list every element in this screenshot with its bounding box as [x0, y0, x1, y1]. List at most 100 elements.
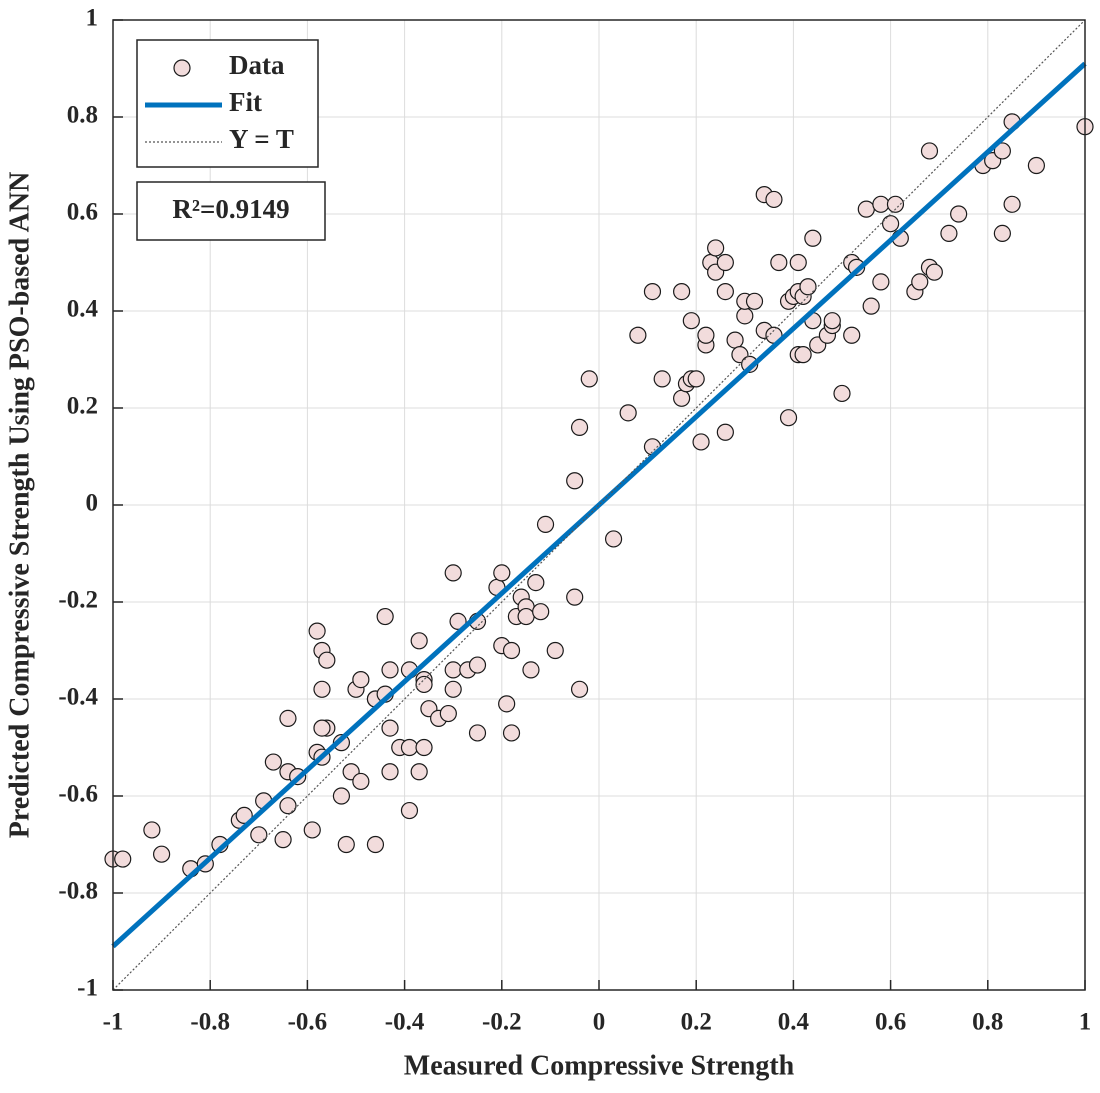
- reference-line: [112, 19, 1086, 991]
- data-point: [673, 389, 691, 407]
- data-point: [857, 200, 875, 218]
- data-point: [415, 675, 433, 694]
- data-point: [653, 370, 671, 388]
- data-point: [1027, 156, 1046, 175]
- data-point: [502, 641, 521, 660]
- data-point: [872, 273, 890, 291]
- y-tick-label: 0.6: [67, 199, 98, 226]
- x-tick-label: 0: [593, 1009, 606, 1036]
- data-point: [843, 326, 861, 344]
- data-point: [570, 680, 589, 698]
- y-tick-label: -0.4: [58, 684, 98, 711]
- data-point: [920, 142, 939, 160]
- data-point: [886, 195, 905, 213]
- data-point: [546, 641, 564, 660]
- data-point: [410, 763, 428, 781]
- y-axis-label: Predicted Compressive Strength Using PSO…: [4, 172, 35, 839]
- x-tick-label: 0.4: [778, 1009, 810, 1036]
- data-point: [911, 273, 929, 291]
- y-tick-label: 0.2: [67, 393, 98, 420]
- data-point: [833, 384, 851, 403]
- data-point: [566, 472, 584, 490]
- data-point: [881, 215, 900, 233]
- data-point: [862, 297, 880, 315]
- y-tick-label: 0.8: [67, 102, 98, 129]
- x-tick-label: 0.8: [972, 1009, 1003, 1036]
- data-point: [741, 355, 759, 373]
- data-point: [692, 433, 710, 451]
- data-point: [1003, 195, 1021, 213]
- x-tick-label: 0.2: [681, 1009, 712, 1036]
- x-tick-label: -1: [103, 1009, 124, 1036]
- data-point: [527, 573, 545, 592]
- data-point: [697, 326, 715, 344]
- data-point: [376, 607, 394, 626]
- fit-line: [111, 61, 1087, 949]
- data-point: [794, 346, 812, 364]
- data-point: [716, 423, 734, 441]
- annotation: R²=0.9149: [172, 194, 289, 224]
- y-tick-label: 1: [86, 5, 99, 32]
- data-point: [745, 292, 764, 310]
- data-point: [604, 530, 623, 548]
- data-point: [444, 680, 462, 698]
- data-point: [415, 738, 433, 757]
- data-point: [799, 278, 817, 296]
- data-point: [993, 142, 1011, 160]
- data-point: [950, 205, 968, 223]
- data-point: [682, 312, 700, 330]
- data-point: [643, 283, 662, 301]
- data-point: [279, 709, 297, 728]
- x-tick-label: -0.4: [385, 1009, 425, 1036]
- data-point: [687, 370, 705, 388]
- data-point: [352, 670, 370, 689]
- data-point: [337, 835, 355, 854]
- legend-marker: [173, 59, 191, 77]
- data-point: [114, 850, 132, 868]
- data-point: [352, 772, 370, 791]
- data-point: [517, 607, 535, 626]
- x-tick-label: 0.6: [875, 1009, 906, 1036]
- data-point: [940, 224, 958, 242]
- data-point: [707, 239, 725, 257]
- data-point: [303, 821, 321, 839]
- data-point: [381, 661, 399, 679]
- data-point: [726, 331, 744, 349]
- data-point: [274, 831, 292, 849]
- data-point: [444, 564, 462, 582]
- data-point: [629, 326, 647, 344]
- legend-label: Y = T: [229, 124, 294, 154]
- data-point: [716, 253, 734, 272]
- data-point: [400, 801, 419, 820]
- data-point: [318, 651, 336, 669]
- legend-label: Data: [229, 50, 285, 80]
- data-point: [332, 787, 351, 805]
- y-tick-label: 0.4: [67, 296, 99, 323]
- data-point: [993, 224, 1011, 242]
- data-point: [313, 680, 331, 698]
- data-point: [468, 724, 487, 742]
- data-point: [779, 409, 798, 427]
- data-point: [381, 719, 399, 737]
- y-tick-label: -0.8: [58, 878, 98, 905]
- data-point: [532, 603, 550, 621]
- annotation-box: [136, 181, 326, 241]
- data-point: [449, 612, 467, 631]
- data-point: [673, 283, 691, 301]
- data-point: [250, 826, 268, 844]
- data-point: [619, 404, 637, 422]
- data-point: [381, 763, 399, 781]
- y-tick-label: -1: [77, 975, 98, 1002]
- data-point: [570, 418, 589, 436]
- data-point: [493, 564, 511, 582]
- data-point: [439, 704, 457, 723]
- x-tick-label: 1: [1079, 1009, 1092, 1036]
- x-tick-label: -0.8: [190, 1009, 230, 1036]
- data-point: [736, 307, 754, 325]
- data-point: [716, 283, 734, 301]
- data-point: [143, 821, 161, 839]
- x-tick-label: -0.6: [288, 1009, 328, 1036]
- data-point: [580, 370, 598, 388]
- y-tick-label: 0: [86, 490, 99, 517]
